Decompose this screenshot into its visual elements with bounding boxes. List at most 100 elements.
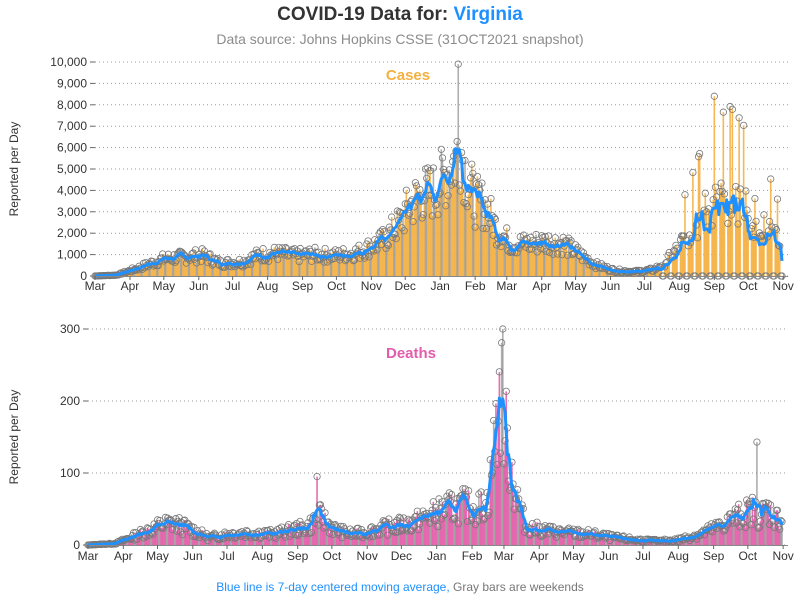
deaths-point [414, 526, 423, 534]
cases-point [467, 174, 475, 182]
deaths-point [413, 507, 421, 515]
cases-panel: 0 1,000 2,000 3,000 4,000 5,000 6,000 7,000 8,00… [7, 55, 794, 293]
deaths-xtick-label: Nov [772, 549, 793, 563]
cases-point [373, 246, 381, 254]
deaths-point [433, 515, 441, 523]
cases-point [716, 187, 724, 196]
deaths-point [400, 514, 408, 522]
cases-point [259, 245, 267, 253]
cases-point [442, 202, 450, 210]
cases-panel-title: Cases [386, 67, 430, 84]
cases-point [419, 210, 427, 219]
deaths-point [754, 524, 762, 532]
cases-xtick-label: Mar [85, 279, 106, 293]
chart-title: COVID-19 Data for: Virginia [0, 4, 800, 26]
cases-point [492, 241, 501, 249]
cases-point [665, 248, 673, 257]
deaths-point [281, 533, 289, 541]
cases-ytick-label: 5,000 [57, 162, 87, 176]
deaths-xtick-label: Sep [703, 549, 725, 563]
deaths-panel: 0 100 200 300 Reported per Day Deaths Mar Apr Ma… [7, 322, 794, 563]
cases-xtick-label: Aug [669, 279, 690, 293]
deaths-point [471, 521, 480, 529]
cases-point [409, 218, 417, 226]
cases-ytick-label: 4,000 [57, 183, 87, 197]
deaths-ytick-label: 200 [60, 394, 80, 408]
deaths-point [467, 516, 475, 525]
deaths-point [484, 511, 492, 520]
deaths-point [773, 506, 782, 514]
cases-ytick-label: 0 [80, 269, 87, 283]
cases-point [527, 245, 536, 253]
cases-moving-average-line [94, 147, 784, 278]
cases-point [388, 213, 396, 221]
deaths-point [449, 516, 457, 524]
deaths-xtick-label: Apr [114, 549, 133, 563]
deaths-point [385, 515, 393, 523]
deaths-point [405, 517, 413, 525]
cases-ytick-label: 1,000 [57, 248, 87, 262]
cases-point [487, 195, 495, 203]
cases-point [471, 223, 479, 231]
deaths-ytick-label: 0 [73, 538, 80, 552]
cases-point [468, 160, 476, 168]
cases-point [719, 108, 727, 116]
deaths-point [749, 515, 758, 523]
cases-point [735, 114, 743, 122]
cases-point [402, 186, 410, 194]
deaths-point [502, 387, 510, 395]
cases-point [474, 181, 483, 189]
deaths-point [499, 325, 507, 333]
cases-point [732, 182, 740, 191]
cases-point [192, 259, 201, 267]
cases-xtick-label: May [564, 279, 587, 293]
deaths-point [729, 519, 737, 527]
cases-point [565, 234, 573, 242]
cases-point [760, 211, 768, 219]
deaths-point [753, 438, 761, 446]
cases-point [568, 251, 576, 259]
deaths-point [477, 488, 485, 496]
deaths-point [500, 460, 508, 468]
cases-xtick-label: Mar [496, 279, 517, 293]
cases-point [438, 154, 447, 162]
cases-point [349, 257, 357, 265]
deaths-point [495, 368, 503, 376]
cases-point [553, 250, 562, 258]
cases-point [429, 164, 438, 172]
deaths-point [394, 528, 402, 536]
cases-ytick-label: 6,000 [57, 141, 87, 155]
cases-point [454, 60, 462, 68]
cases-point [724, 219, 732, 227]
cases-point [311, 243, 319, 251]
deaths-point [454, 520, 462, 528]
deaths-xtick-label: Aug [668, 549, 689, 563]
title-state: Virginia [453, 4, 523, 25]
deaths-xtick-label: Dec [391, 549, 412, 563]
cases-point [680, 232, 688, 240]
deaths-xtick-label: Jul [635, 549, 650, 563]
deaths-moving-average-line [87, 396, 784, 547]
deaths-point [173, 527, 181, 535]
cases-point [380, 228, 388, 236]
cases-point [355, 241, 363, 249]
deaths-point [735, 500, 743, 508]
cases-ylabel: Reported per Day [7, 122, 21, 217]
cases-xtick-label: Apr [532, 279, 551, 293]
cases-point [191, 246, 199, 254]
deaths-point [434, 522, 442, 531]
cases-xtick-label: Oct [327, 279, 346, 293]
cases-xtick-label: Jan [431, 279, 450, 293]
cases-point [718, 187, 726, 195]
cases-xtick-label: Jul [225, 279, 240, 293]
cases-point [339, 245, 347, 253]
cases-point [661, 263, 669, 271]
cases-point [544, 232, 553, 240]
deaths-point [461, 485, 469, 493]
cases-point [689, 168, 697, 177]
deaths-point [178, 531, 187, 539]
deaths-point [498, 339, 506, 347]
footer-weekend-note: Gray bars are weekends [453, 580, 584, 594]
cases-xtick-label: Jun [601, 279, 620, 293]
deaths-point [493, 460, 501, 469]
